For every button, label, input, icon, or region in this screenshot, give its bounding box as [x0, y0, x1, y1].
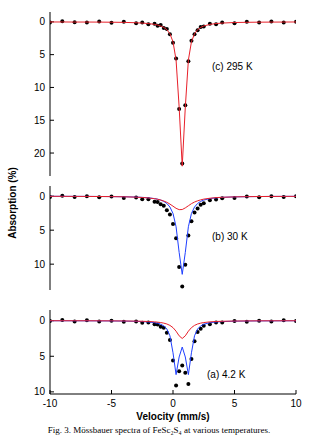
- y-axis: [50, 12, 51, 176]
- y-tick-label: 10: [34, 82, 46, 93]
- plot-area: [50, 194, 296, 289]
- y-axis-label: Absorption (%): [7, 167, 18, 239]
- data-point: [122, 20, 126, 24]
- x-tick-label: -10: [43, 398, 58, 409]
- x-tick-label: 5: [232, 398, 238, 409]
- data-point: [97, 195, 101, 199]
- y-tick: [50, 87, 54, 88]
- annotation: (a) 4.2 K: [207, 369, 246, 380]
- data-point: [73, 319, 77, 323]
- x-tick: [234, 390, 235, 394]
- fit-line: [50, 321, 296, 339]
- data-point: [196, 206, 200, 210]
- data-point: [165, 208, 169, 212]
- data-point: [177, 369, 181, 373]
- annotation: (b) 30 K: [212, 231, 248, 242]
- y-tick: [50, 120, 54, 121]
- data-point: [60, 19, 64, 23]
- data-point: [168, 213, 172, 217]
- x-tick-label: 10: [290, 398, 302, 409]
- plot-area: [50, 19, 296, 166]
- figure: 0 5 10 15 20 (c) 295 K 0 5 10 (b) 30 K Absorption …: [0, 0, 318, 438]
- fit-line: [50, 196, 296, 209]
- y-tick: [50, 264, 54, 265]
- data-point: [97, 319, 101, 323]
- data-point: [60, 318, 64, 322]
- data-point: [269, 20, 273, 24]
- fit-line: [50, 22, 296, 166]
- data-point: [180, 364, 184, 368]
- y-tick-label: 5: [39, 225, 45, 236]
- x-axis-label: Velocity (mm/s): [136, 411, 209, 422]
- y-tick-label: 0: [39, 191, 45, 202]
- data-point: [171, 222, 175, 226]
- y-tick-label: 10: [34, 259, 46, 270]
- data-point: [110, 21, 114, 25]
- y-tick-label: 10: [34, 386, 46, 397]
- panel: 0 5 10 15 20 (c) 295 K: [34, 12, 298, 176]
- panel: 0 5 10 (b) 30 K Absorption (%): [7, 167, 298, 290]
- x-tick-label: 0: [170, 398, 176, 409]
- x-tick: [50, 390, 51, 394]
- data-point: [140, 20, 144, 24]
- data-point: [162, 204, 166, 208]
- y-tick: [50, 153, 54, 154]
- data-point: [174, 383, 178, 387]
- y-tick-label: 15: [34, 115, 46, 126]
- data-point: [245, 320, 249, 324]
- y-tick: [50, 230, 54, 231]
- data-point: [186, 382, 190, 386]
- data-point: [202, 201, 206, 205]
- data-point: [183, 371, 187, 375]
- panel: 0510-10-50510(a) 4.2 KVelocity (mm/s): [34, 310, 302, 422]
- data-point: [257, 195, 261, 199]
- y-tick: [50, 391, 54, 392]
- y-tick: [50, 54, 54, 55]
- y-tick-label: 20: [34, 148, 46, 159]
- data-point: [50, 20, 52, 24]
- data-point: [122, 320, 126, 324]
- annotation: (c) 295 K: [212, 61, 253, 72]
- y-axis: [50, 186, 51, 290]
- y-tick-label: 5: [39, 351, 45, 362]
- x-tick: [173, 390, 174, 394]
- y-tick: [50, 356, 54, 357]
- plot-area: [50, 318, 296, 387]
- fit-line: [50, 196, 296, 274]
- y-tick-label: 5: [39, 49, 45, 60]
- caption: Fig. 3. Mössbauer spectra of FeSc₂S₄ at …: [48, 425, 270, 435]
- data-point: [233, 21, 237, 25]
- data-point: [220, 20, 224, 24]
- data-point: [193, 211, 197, 215]
- fit-line: [50, 321, 296, 375]
- data-point: [269, 319, 273, 323]
- y-tick-label: 0: [39, 16, 45, 27]
- x-tick-label: -5: [107, 398, 116, 409]
- x-tick: [296, 390, 297, 394]
- data-point: [50, 195, 52, 199]
- x-tick: [111, 390, 112, 394]
- data-point: [180, 285, 184, 289]
- data-point: [97, 20, 101, 24]
- y-tick-label: 0: [39, 315, 45, 326]
